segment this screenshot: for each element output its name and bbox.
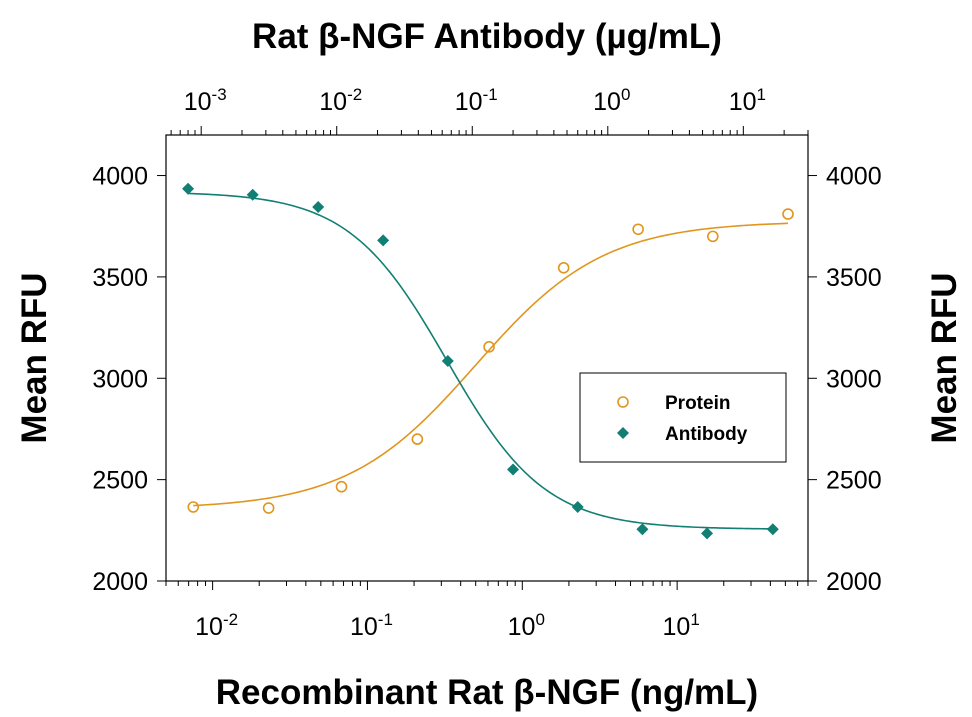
antibody-data-point: [507, 463, 520, 476]
legend-protein-label: Protein: [665, 393, 730, 414]
top-tick-label: 10-1: [455, 85, 498, 116]
legend: Protein Antibody: [579, 372, 787, 463]
right-tick-label: 4000: [826, 163, 882, 191]
left-tick-label: 2500: [92, 467, 148, 495]
right-axis-title: Mean RFU: [925, 272, 964, 443]
left-tick-label: 3000: [92, 365, 148, 393]
legend-antibody-marker: [617, 427, 629, 439]
antibody-data-point: [377, 234, 390, 247]
protein-data-point: [335, 480, 348, 493]
bottom-tick-label: 100: [508, 610, 545, 641]
protein-data-point: [707, 230, 719, 243]
antibody-data-point: [636, 523, 649, 536]
left-tick-label: 3500: [92, 264, 148, 292]
top-axis-ticks: [170, 126, 809, 135]
protein-data-point: [632, 223, 644, 236]
antibody-data-point: [246, 188, 259, 201]
right-axis-ticks: [808, 175, 817, 582]
top-tick-label: 100: [593, 85, 630, 116]
right-tick-label: 3500: [826, 264, 882, 292]
top-tick-label: 10-2: [319, 85, 362, 116]
right-tick-label: 2500: [826, 467, 882, 495]
top-tick-label: 10-3: [184, 85, 227, 116]
protein-fit-curve: [193, 222, 789, 507]
right-tick-label: 3000: [826, 365, 882, 393]
left-axis-title: Mean RFU: [15, 272, 54, 443]
protein-data-point: [483, 341, 495, 353]
left-tick-label: 2000: [92, 568, 148, 596]
antibody-data-point: [701, 527, 714, 540]
left-axis-ticks: [157, 175, 166, 582]
tick-labels: 10-3 10-2 10-1 100 101 10-2 10-1 100 101 2000 2500…: [92, 85, 881, 641]
right-tick-label: 2000: [826, 568, 882, 596]
antibody-data-point: [182, 182, 195, 195]
bottom-axis-ticks: [165, 581, 809, 590]
top-axis-title: Rat β-NGF Antibody (µg/mL): [252, 17, 722, 56]
bottom-axis-title: Recombinant Rat β-NGF (ng/mL): [216, 673, 758, 712]
antibody-fit-curve: [188, 192, 773, 530]
antibody-data-point: [312, 200, 325, 213]
protein-data-point: [411, 433, 424, 445]
bottom-tick-label: 10-1: [350, 610, 393, 641]
legend-box: [579, 372, 787, 463]
fit-curves: [188, 192, 789, 530]
plot-frame: [165, 134, 809, 582]
antibody-data-point: [441, 355, 454, 368]
top-tick-label: 101: [729, 85, 766, 116]
data-markers: [182, 182, 794, 540]
protein-data-point: [262, 502, 275, 514]
legend-protein-marker: [617, 396, 629, 408]
antibody-data-point: [766, 523, 779, 536]
protein-data-point: [187, 501, 200, 513]
legend-antibody-label: Antibody: [665, 424, 748, 445]
bottom-tick-label: 101: [663, 610, 700, 641]
antibody-data-point: [571, 501, 584, 514]
bottom-tick-label: 10-2: [195, 610, 238, 641]
left-tick-label: 4000: [92, 163, 148, 191]
protein-data-point: [557, 261, 570, 274]
protein-data-point: [782, 208, 794, 220]
